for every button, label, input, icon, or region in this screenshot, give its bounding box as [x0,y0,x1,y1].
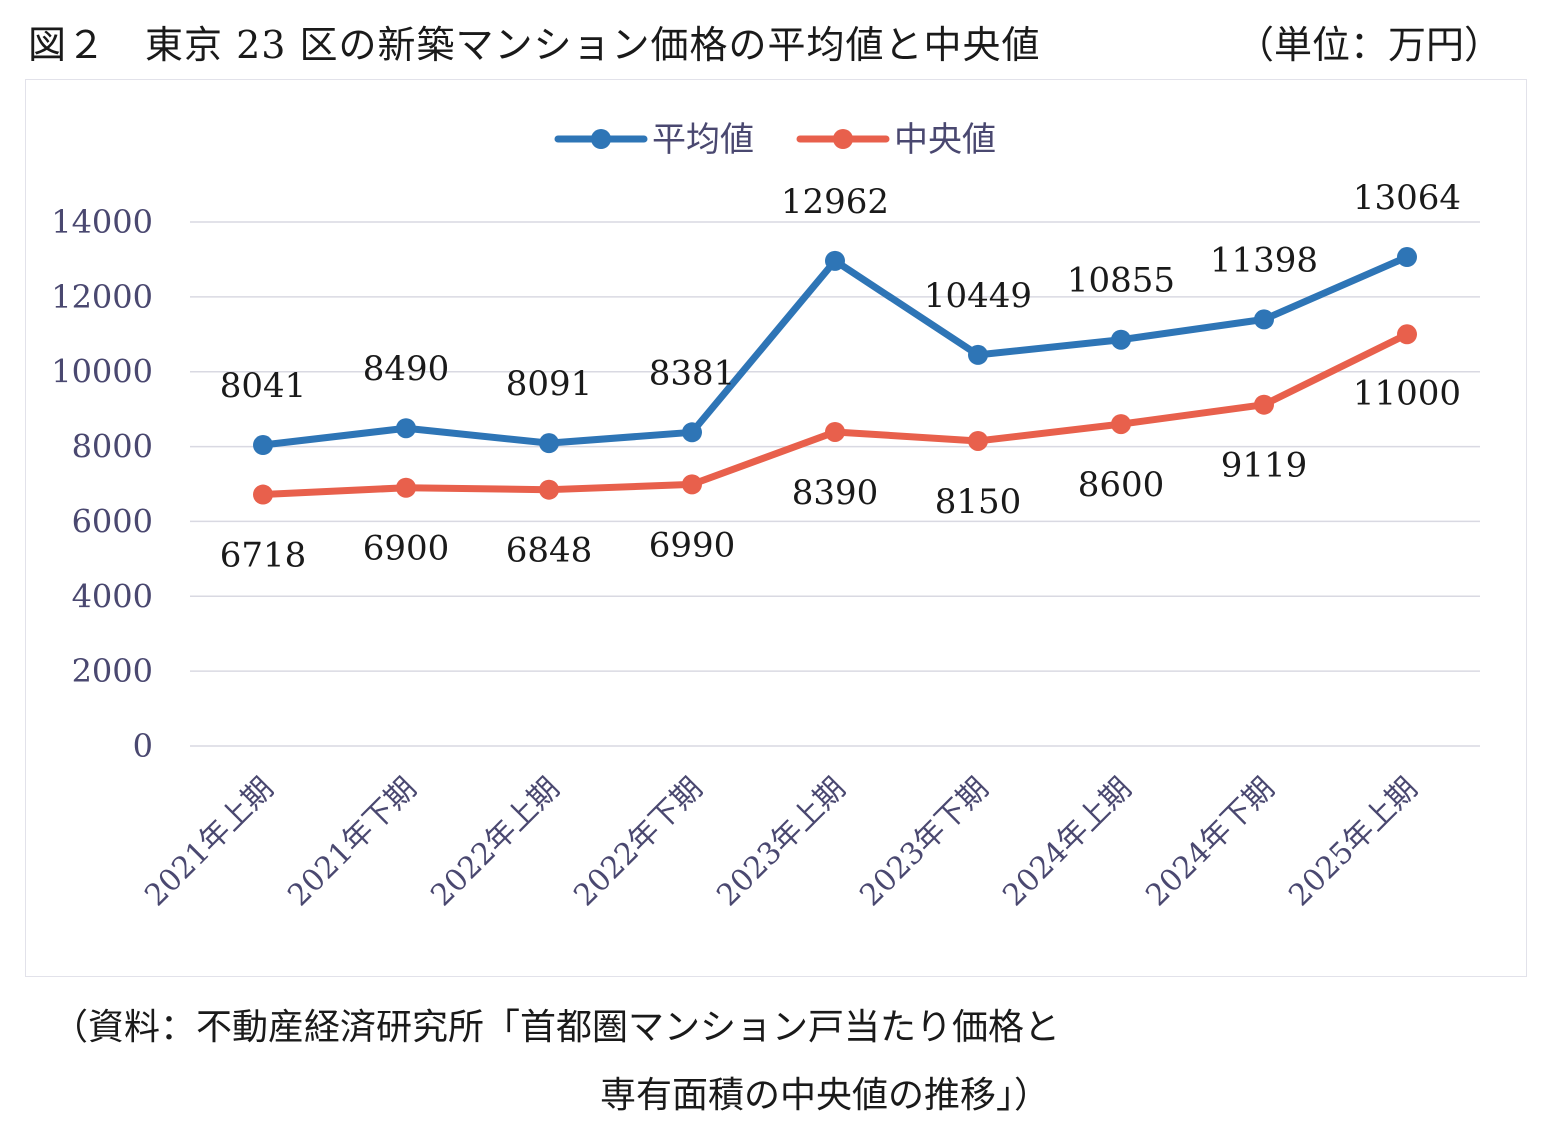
x-tick-label: 2024年下期 [1139,771,1281,913]
figure-title: 図２ 東京 23 区の新築マンション価格の平均値と中央値 [28,23,1041,67]
data-label: 8490 [363,349,450,389]
data-label: 10449 [924,276,1032,316]
data-point [396,477,416,498]
x-tick-label: 2022年下期 [567,771,709,913]
data-label: 6718 [220,536,307,576]
data-label: 8381 [649,353,736,393]
data-label: 11000 [1353,373,1461,413]
data-label: 8150 [935,482,1022,522]
data-point [1111,414,1131,435]
legend-label: 平均値 [652,120,754,160]
source-line-2: 専有面積の中央値の推移」） [600,1075,1051,1116]
x-tick-label: 2024年上期 [996,771,1138,913]
y-tick-label: 10000 [51,353,153,391]
y-tick-label: 2000 [72,652,153,690]
data-point [968,430,988,451]
data-point [1254,394,1274,415]
x-tick-label: 2023年下期 [853,771,995,913]
data-point [1397,247,1417,268]
y-tick-label: 0 [133,727,153,765]
data-label: 8091 [506,364,593,404]
data-label: 10855 [1067,261,1175,301]
data-label: 8041 [220,366,307,406]
y-tick-label: 14000 [51,203,153,241]
x-tick-label: 2025年上期 [1282,771,1424,913]
data-point [1111,329,1131,350]
data-point [253,484,273,505]
y-tick-label: 8000 [72,428,153,466]
data-label: 6990 [649,525,736,565]
data-point [396,418,416,439]
figure-unit: （単位：万円） [1235,23,1502,67]
data-point [682,422,702,443]
y-tick-label: 4000 [72,577,153,615]
data-point [825,250,845,271]
legend-swatch-marker [591,129,611,149]
data-point [968,344,988,365]
data-point [825,421,845,442]
data-label: 12962 [781,182,889,222]
legend-label: 中央値 [894,120,996,160]
data-label: 6900 [363,529,450,569]
data-point [1397,324,1417,345]
x-tick-label: 2022年上期 [424,771,566,913]
data-label: 13064 [1353,178,1461,218]
x-tick-label: 2021年下期 [281,771,423,913]
data-point [539,479,559,500]
legend-swatch-marker [833,129,853,149]
x-tick-label: 2021年上期 [138,771,280,913]
y-tick-label: 6000 [72,502,153,540]
data-point [1254,309,1274,330]
data-point [682,474,702,495]
data-label: 9119 [1221,446,1308,486]
source-note: （資料：不動産経済研究所「首都圏マンション戸当たり価格と 専有面積の中央値の推移… [52,994,1060,1130]
y-tick-label: 12000 [51,278,153,316]
source-line-1: （資料：不動産経済研究所「首都圏マンション戸当たり価格と [52,1007,1061,1048]
data-point [539,433,559,454]
data-point [253,435,273,456]
chart-frame [25,79,1527,977]
x-tick-label: 2023年上期 [710,771,852,913]
data-label: 8600 [1078,465,1165,505]
data-label: 8390 [792,473,879,513]
data-label: 11398 [1210,240,1318,280]
data-label: 6848 [506,531,593,571]
